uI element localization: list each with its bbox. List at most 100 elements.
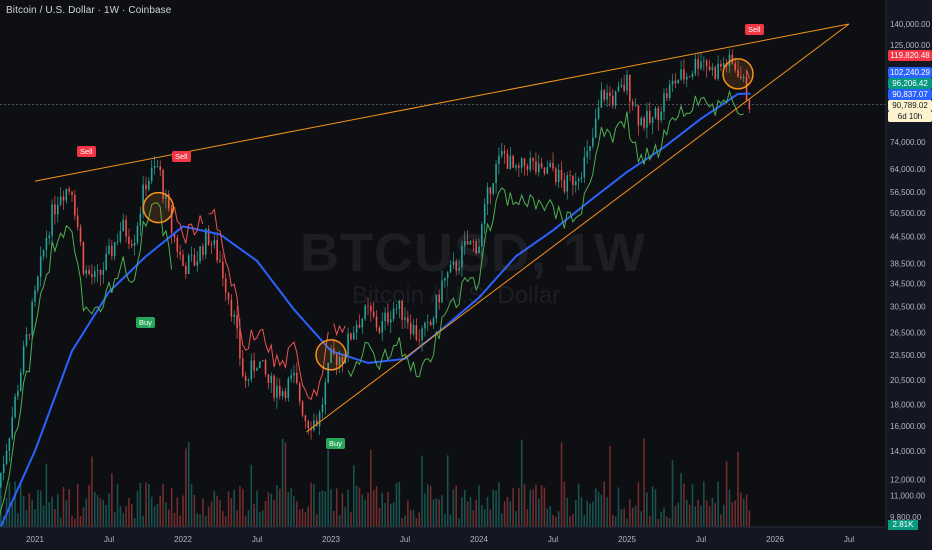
volume-bar — [165, 502, 167, 527]
time-tick-label: Jul — [104, 535, 114, 544]
price-tick-label: 12,000.00 — [890, 475, 926, 484]
trail-resistance-line — [174, 206, 204, 244]
candle-body — [139, 213, 142, 226]
candle-body — [648, 110, 651, 123]
candle-body — [82, 241, 85, 274]
candle-body — [290, 375, 292, 379]
volume-bar — [401, 518, 403, 527]
volume-bar — [224, 516, 227, 527]
sell-signal-label: Sell — [77, 146, 96, 157]
candle-body — [566, 175, 569, 192]
candle-body — [216, 240, 218, 261]
volume-bar — [156, 504, 159, 527]
candle-body — [569, 175, 571, 177]
candle-body — [623, 84, 625, 91]
volume-bar — [648, 516, 651, 527]
volume-bar — [503, 501, 506, 527]
volume-bar — [643, 438, 645, 527]
volume-bar — [486, 496, 489, 527]
candle-body — [91, 274, 93, 278]
volume-bar — [424, 493, 426, 527]
candle-body — [708, 66, 711, 71]
volume-bar — [574, 500, 577, 527]
volume-bar — [646, 492, 648, 527]
volume-bar — [546, 508, 549, 527]
volume-bar — [344, 507, 347, 527]
candle-body — [563, 179, 566, 192]
volume-bar — [236, 510, 238, 527]
volume-bar — [594, 488, 597, 527]
volume-bar — [708, 505, 711, 527]
candle-body — [683, 69, 685, 80]
candle-body — [68, 188, 70, 192]
volume-bar — [563, 481, 566, 527]
volume-bar — [461, 497, 463, 527]
time-tick-label: 2021 — [26, 535, 44, 544]
candle-body — [39, 256, 42, 277]
candle-body — [256, 368, 258, 371]
candle-body — [381, 321, 384, 333]
volume-bar — [475, 499, 477, 527]
volume-bar — [705, 500, 708, 527]
candle-body — [742, 77, 745, 79]
volume-bar — [606, 497, 608, 527]
candle-body — [179, 251, 181, 255]
candle-body — [537, 163, 540, 173]
candle-body — [666, 93, 668, 99]
volume-bar — [654, 489, 657, 527]
candle-body — [167, 194, 170, 209]
candle-body — [378, 327, 381, 333]
volume-bar — [113, 512, 116, 527]
time-axis[interactable]: 2021 Jul 2022 Jul 2023 Jul 2024 Jul 2025 Jul 2026 J… — [0, 526, 886, 550]
volume-bar — [31, 500, 33, 527]
price-tick-label: 14,000.00 — [890, 447, 926, 456]
candle-body — [518, 165, 520, 168]
candle-body — [22, 345, 25, 373]
candle-body — [293, 372, 295, 376]
candle-body — [113, 242, 116, 257]
candle-body — [626, 74, 628, 91]
candle-body — [358, 324, 361, 328]
candle-body — [31, 301, 33, 336]
candle-body — [14, 396, 16, 418]
candle-body — [45, 237, 48, 250]
volume-bar — [685, 499, 688, 527]
volume-bar — [384, 503, 386, 527]
volume-bar — [11, 503, 14, 527]
candle-body — [421, 328, 423, 341]
volume-bar — [330, 489, 332, 527]
candle-body — [560, 169, 563, 180]
volume-bar — [39, 490, 42, 527]
candle-body — [520, 158, 523, 168]
price-tick-label: 11,000.00 — [890, 492, 926, 501]
price-tag-last: 90,789.02 — [888, 100, 932, 111]
candle-body — [42, 249, 45, 257]
candle-body — [71, 191, 73, 195]
annotations — [0, 23, 886, 433]
candlesticks — [0, 49, 751, 498]
candle-body — [717, 63, 719, 79]
volume-bar — [187, 442, 190, 527]
volume-bar — [435, 498, 438, 527]
candle-body — [352, 332, 355, 340]
candle-body — [5, 450, 8, 464]
price-tick-label: 56,500.00 — [890, 188, 926, 197]
candle-body — [153, 166, 156, 168]
candle-body — [230, 299, 233, 317]
candle-body — [338, 356, 341, 366]
volume-bar — [651, 486, 654, 527]
candle-body — [310, 428, 312, 431]
time-tick-label: Jul — [400, 535, 410, 544]
candle-body — [577, 178, 580, 182]
volume-bar — [717, 481, 719, 527]
candle-body — [444, 277, 446, 281]
candle-body — [634, 105, 637, 107]
candle-body — [532, 158, 534, 162]
candle-body — [276, 385, 278, 398]
volume-bar — [500, 513, 503, 527]
volume-bar — [170, 488, 173, 527]
volume-bar — [623, 508, 625, 527]
trail-support-line — [347, 89, 744, 378]
volume-bar — [250, 464, 253, 527]
